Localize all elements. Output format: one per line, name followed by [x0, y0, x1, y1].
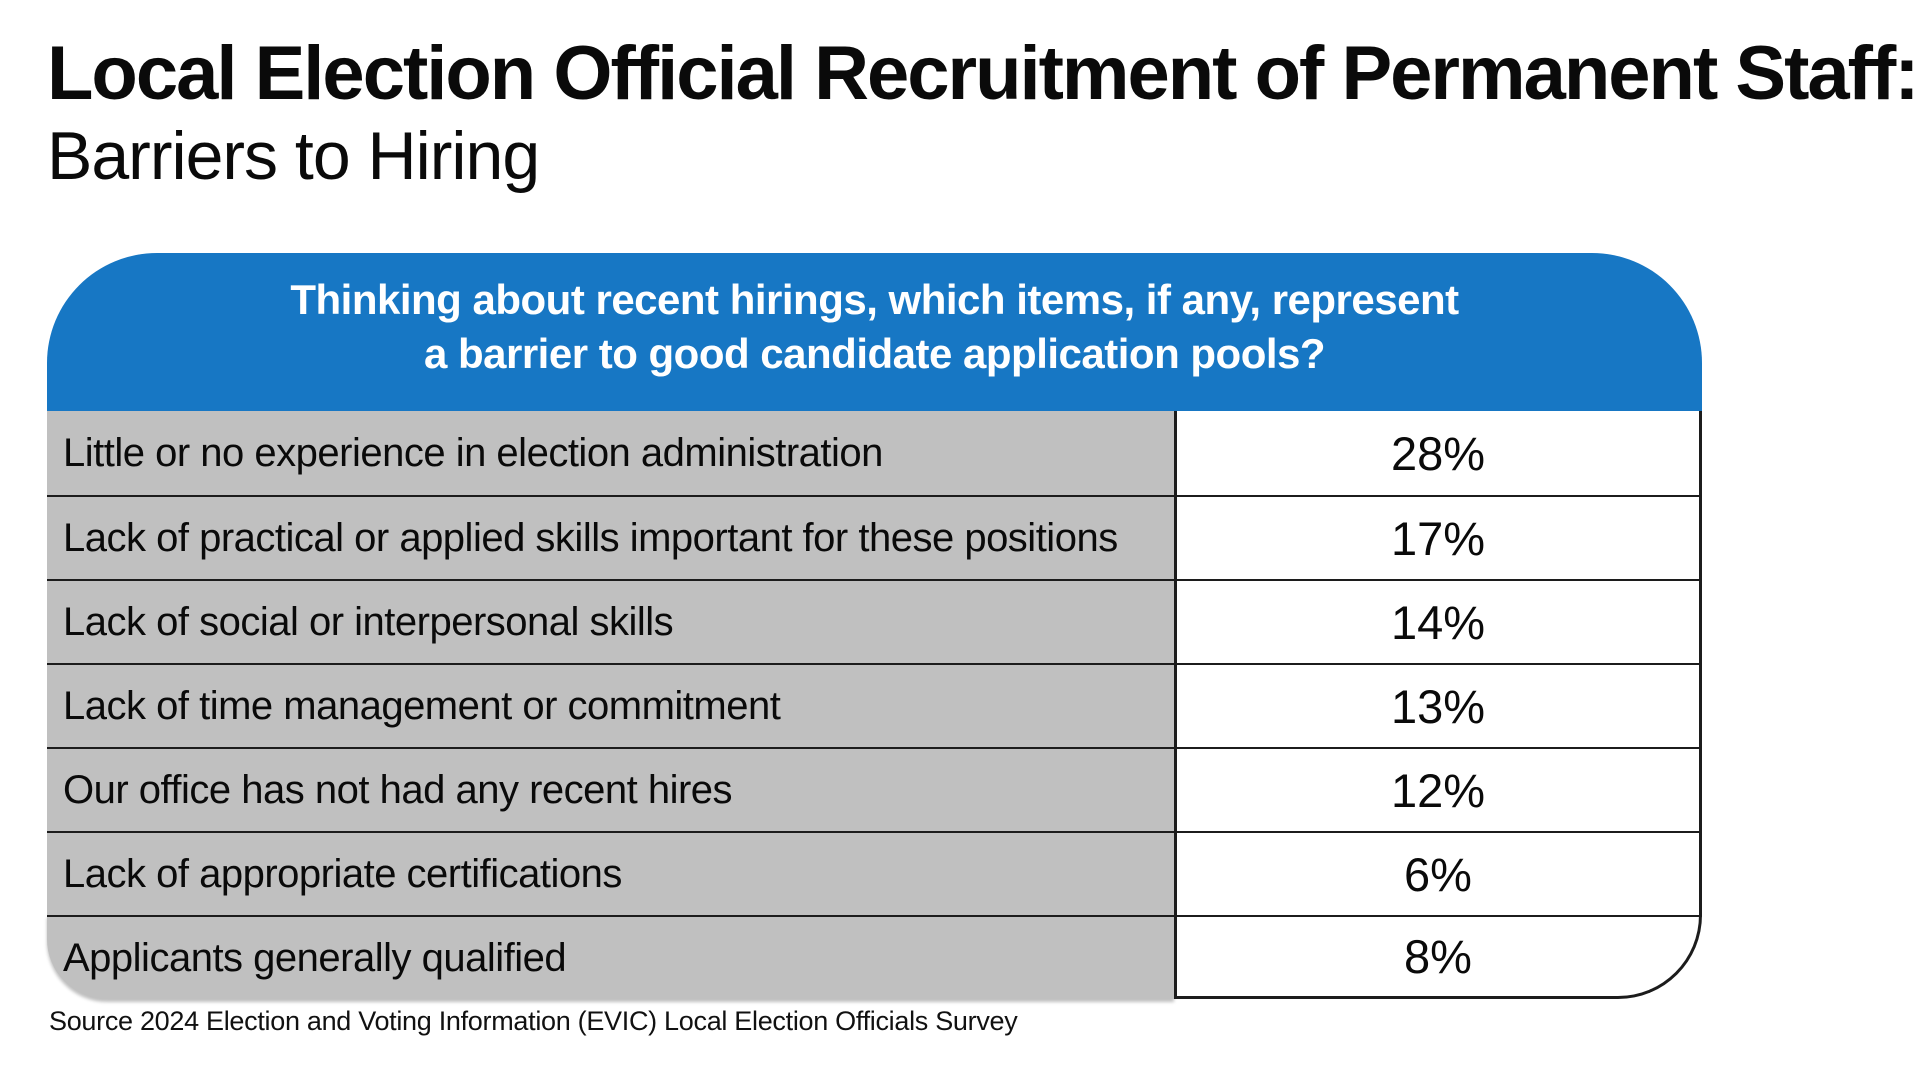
survey-table-card: Thinking about recent hirings, which ite… [47, 253, 1702, 999]
row-label: Lack of social or interpersonal skills [47, 579, 1174, 663]
row-label: Lack of time management or commitment [47, 663, 1174, 747]
row-label: Applicants generally qualified [47, 915, 1174, 999]
table-row: Applicants generally qualified 8% [47, 915, 1702, 999]
row-value: 17% [1174, 495, 1702, 579]
page-title: Local Election Official Recruitment of P… [47, 31, 1920, 116]
row-label: Our office has not had any recent hires [47, 747, 1174, 831]
question-banner: Thinking about recent hirings, which ite… [47, 253, 1702, 411]
table-row: Our office has not had any recent hires … [47, 747, 1702, 831]
row-value: 8% [1174, 915, 1702, 999]
row-value: 28% [1174, 411, 1702, 495]
question-line-2: a barrier to good candidate application … [423, 330, 1326, 377]
row-value: 6% [1174, 831, 1702, 915]
table-row: Lack of time management or commitment 13… [47, 663, 1702, 747]
row-value: 12% [1174, 747, 1702, 831]
row-value: 13% [1174, 663, 1702, 747]
table-body: Little or no experience in election admi… [47, 411, 1702, 999]
row-label: Lack of appropriate certifications [47, 831, 1174, 915]
table-row: Lack of social or interpersonal skills 1… [47, 579, 1702, 663]
page-subtitle: Barriers to Hiring [47, 118, 540, 194]
table-row: Lack of practical or applied skills impo… [47, 495, 1702, 579]
source-note: Source 2024 Election and Voting Informat… [49, 1006, 1018, 1036]
row-value: 14% [1174, 579, 1702, 663]
row-label: Lack of practical or applied skills impo… [47, 495, 1174, 579]
question-line-1: Thinking about recent hirings, which ite… [290, 276, 1459, 324]
row-label: Little or no experience in election admi… [47, 411, 1174, 495]
table-row: Little or no experience in election admi… [47, 411, 1702, 495]
table-row: Lack of appropriate certifications 6% [47, 831, 1702, 915]
